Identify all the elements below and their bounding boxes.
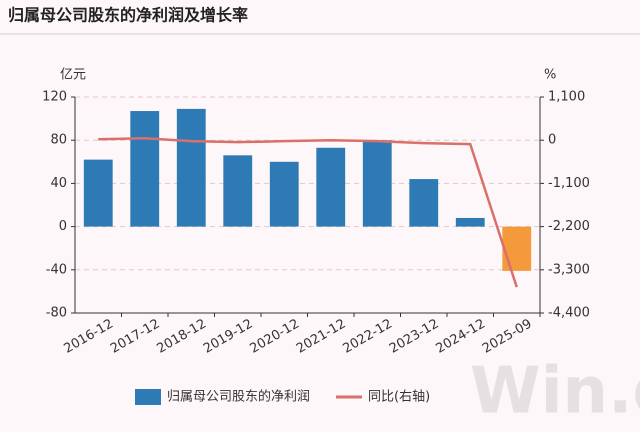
y2-tick-label: 0: [548, 133, 556, 148]
y2-unit: %: [544, 68, 556, 83]
x-tick-label: 2020-12: [247, 317, 302, 357]
y2-tick-label: -3,300: [548, 262, 590, 277]
y-tick-label: 0: [59, 219, 67, 234]
x-tick-label: 2025-09: [480, 317, 535, 357]
x-tick-label: 2021-12: [294, 317, 349, 357]
bar: [176, 108, 206, 227]
x-tick-label: 2022-12: [340, 317, 395, 357]
x-tick-label: 2016-12: [61, 317, 116, 357]
y2-tick-label: -2,200: [548, 219, 590, 234]
legend-label: 归属母公司股东的净利润: [167, 389, 310, 405]
y2-tick-label: -4,400: [548, 306, 590, 321]
y2-tick-label: -1,100: [548, 176, 590, 191]
y2-tick-label: 1,100: [548, 90, 585, 105]
bar: [130, 111, 160, 227]
y-tick-label: 40: [50, 176, 67, 191]
y-tick-label: 80: [50, 133, 67, 148]
x-tick-label: 2017-12: [108, 317, 163, 357]
y-tick-label: -40: [46, 262, 67, 277]
legend-label: 同比(右轴): [368, 390, 430, 405]
x-tick-label: 2018-12: [154, 317, 209, 357]
y-tick-label: 120: [42, 90, 67, 105]
y-tick-label: -80: [46, 306, 67, 321]
bar: [223, 155, 253, 227]
legend-swatch: [135, 389, 161, 405]
bar: [83, 159, 113, 227]
watermark: Win.d: [470, 355, 640, 429]
line: [98, 136, 518, 288]
bar: [269, 161, 299, 227]
chart-title: 归属母公司股东的净利润及增长率: [8, 6, 248, 25]
x-tick-label: 2024-12: [433, 317, 488, 357]
bar: [316, 147, 346, 227]
y-unit: 亿元: [60, 68, 86, 83]
bar: [502, 226, 532, 271]
x-tick-label: 2023-12: [387, 317, 442, 357]
x-tick-label: 2019-12: [201, 317, 256, 357]
bar: [455, 217, 485, 227]
bar: [409, 179, 439, 227]
bar: [362, 140, 392, 227]
